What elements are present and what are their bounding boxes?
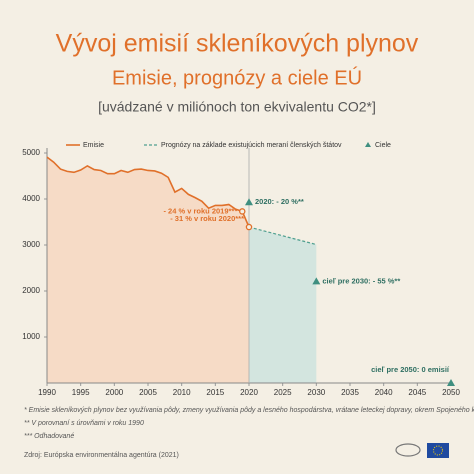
annotation: - 31 % v roku 2020***: [170, 214, 244, 223]
x-tick-label: 2050: [442, 388, 460, 397]
area: [249, 227, 317, 383]
x-tick-label: 2025: [274, 388, 292, 397]
x-tick-label: 1995: [72, 388, 90, 397]
y-tick-label: 1000: [22, 332, 40, 341]
x-tick-label: 2035: [341, 388, 359, 397]
x-tick-label: 2015: [206, 388, 224, 397]
y-tick-label: 5000: [22, 148, 40, 157]
x-tick-label: 1990: [38, 388, 56, 397]
target: [447, 379, 455, 386]
footnote: * Emisie skleníkových plynov bez využíva…: [24, 407, 474, 414]
x-tick-label: 2010: [173, 388, 191, 397]
target-label: cieľ pre 2030: - 55 %**: [322, 276, 400, 285]
unit-note: [uvádzané v miliónoch ton ekvivalentu CO…: [98, 99, 376, 115]
annotation: - 24 % v roku 2019***: [163, 206, 237, 215]
footnote: *** Odhadované: [24, 433, 74, 440]
legend-label: Prognózy na základe existujúcich meraní …: [161, 142, 342, 149]
y-tick-label: 4000: [22, 194, 40, 203]
x-tick-label: 2005: [139, 388, 157, 397]
target-label: cieľ pre 2050: 0 emisií: [371, 365, 450, 374]
x-tick-label: 2045: [408, 388, 426, 397]
target: [312, 277, 321, 285]
y-tick-label: 2000: [22, 286, 40, 295]
x-tick-label: 2040: [375, 388, 393, 397]
legend-label: Ciele: [375, 142, 391, 149]
emission-point: [239, 208, 246, 215]
chart-subtitle: Emisie, prognózy a ciele EÚ: [112, 66, 362, 89]
area: [47, 157, 249, 383]
x-tick-label: 2000: [105, 388, 123, 397]
legend-swatch: [365, 142, 371, 147]
emission-point: [245, 223, 253, 231]
eu-logo: [395, 443, 449, 458]
x-tick-label: 2030: [307, 388, 325, 397]
target: [245, 198, 253, 206]
projection-line: [248, 226, 317, 246]
source: Zdroj: Európska environmentálna agentúra…: [24, 452, 179, 459]
chart-title: Vývoj emisií skleníkových plynov: [56, 30, 419, 58]
emission-line: [46, 156, 250, 228]
footnote: ** V porovnaní s úrovňami v roku 1990: [24, 420, 144, 427]
target-label: 2020: - 20 %**: [255, 197, 304, 206]
x-tick-label: 2020: [240, 388, 258, 397]
legend-label: Emisie: [83, 142, 104, 149]
y-tick-label: 3000: [22, 240, 40, 249]
